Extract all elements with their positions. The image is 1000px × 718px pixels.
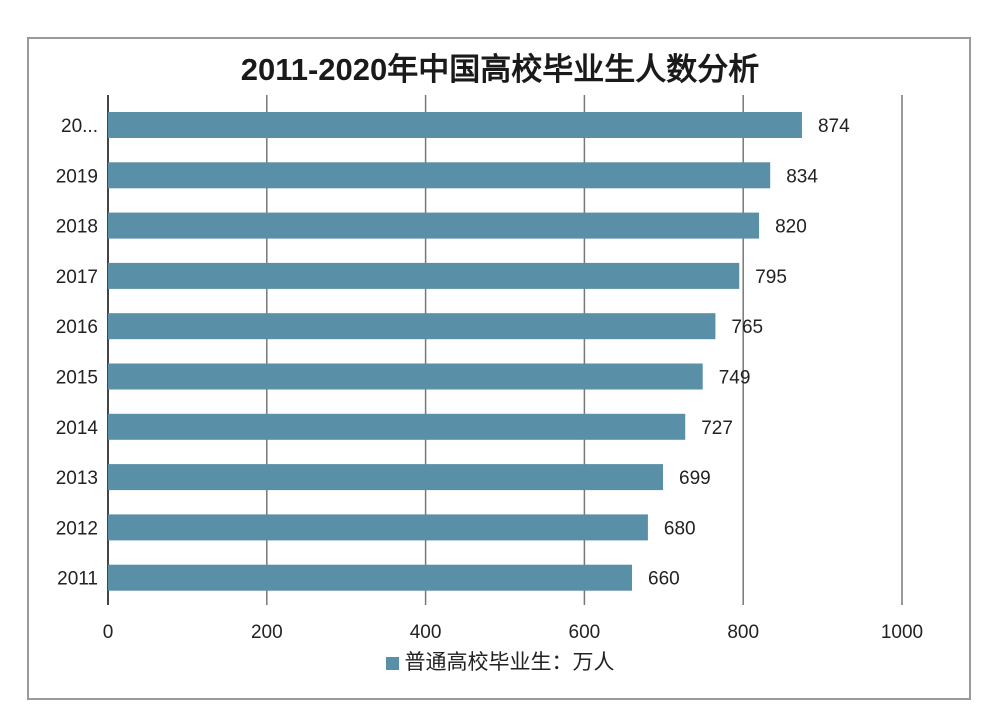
y-tick-label: 2014 (56, 418, 99, 439)
y-tick-label: 2013 (56, 468, 98, 489)
y-tick-label: 2017 (56, 267, 98, 288)
bar (108, 262, 740, 289)
bar (108, 313, 716, 340)
y-tick-label: 2011 (57, 569, 98, 590)
bar (108, 112, 802, 138)
data-label: 874 (818, 116, 850, 137)
x-tick-label: 800 (727, 622, 759, 643)
bar (108, 363, 703, 390)
y-tick-label: 2018 (56, 217, 98, 238)
data-label: 660 (648, 569, 680, 590)
data-label: 820 (775, 217, 807, 238)
bar (108, 564, 633, 591)
x-tick-label: 600 (569, 622, 601, 643)
x-tick-label: 0 (103, 622, 114, 643)
y-tick-label: 2012 (56, 518, 98, 539)
bar (108, 464, 664, 491)
y-tick-label: 2016 (56, 317, 98, 338)
data-label: 795 (755, 267, 787, 288)
y-tick-label: 20... (61, 116, 98, 137)
bar (108, 162, 771, 189)
legend: 普通高校毕业生：万人 (0, 646, 1000, 676)
data-label: 765 (731, 317, 763, 338)
legend-label: 普通高校毕业生：万人 (404, 651, 615, 674)
y-tick-label: 2015 (56, 368, 98, 389)
data-label: 727 (701, 418, 733, 439)
data-label: 749 (719, 368, 751, 389)
bar (108, 514, 648, 541)
legend-swatch (385, 656, 399, 670)
data-label: 699 (679, 468, 711, 489)
chart-title: 2011-2020年中国高校毕业生人数分析 (240, 52, 760, 87)
data-label: 834 (786, 166, 818, 187)
y-tick-label: 2019 (56, 166, 98, 187)
x-tick-label: 400 (410, 622, 442, 643)
x-tick-label: 1000 (881, 622, 923, 643)
bar (108, 413, 686, 440)
data-label: 680 (664, 518, 696, 539)
x-tick-label: 200 (251, 622, 283, 643)
bar (108, 212, 760, 239)
